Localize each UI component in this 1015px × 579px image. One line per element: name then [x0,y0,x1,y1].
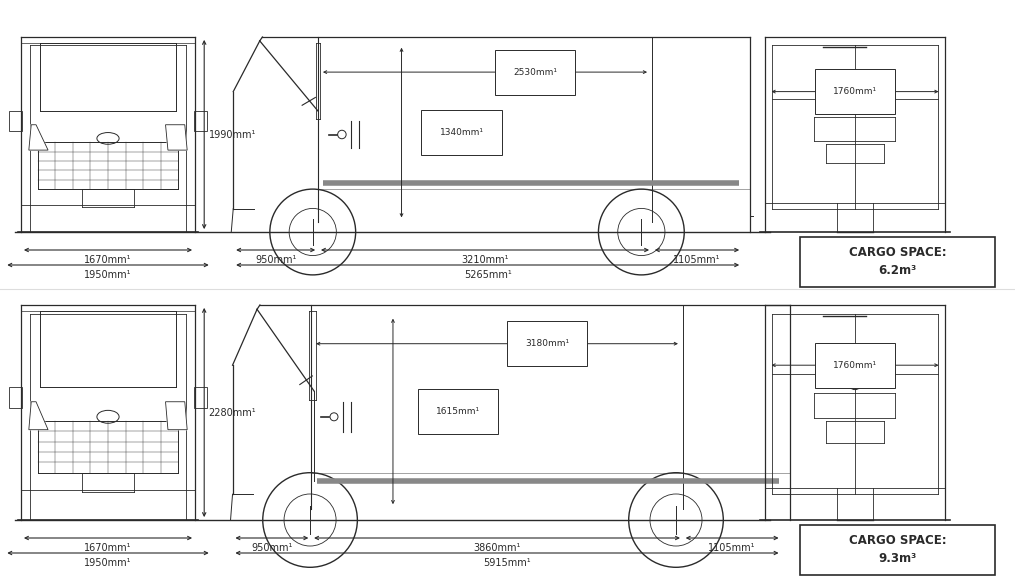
Text: CARGO SPACE:: CARGO SPACE: [849,534,946,548]
Text: 1950mm¹: 1950mm¹ [84,558,132,568]
Text: 1990mm¹: 1990mm¹ [208,130,256,140]
Text: 1340mm¹: 1340mm¹ [439,128,483,137]
Text: 950mm¹: 950mm¹ [255,255,296,265]
Text: 5265mm¹: 5265mm¹ [464,270,512,280]
Text: 3860mm¹: 3860mm¹ [473,543,521,553]
Text: 1950mm¹: 1950mm¹ [84,270,132,280]
Text: 1105mm¹: 1105mm¹ [673,255,721,265]
Bar [9,387,22,408]
Text: 6.2m³: 6.2m³ [878,265,917,277]
Text: 1760mm¹: 1760mm¹ [833,361,877,370]
Bar [9,111,22,131]
Text: 1105mm¹: 1105mm¹ [708,543,756,553]
Text: 1670mm¹: 1670mm¹ [84,255,132,265]
Bar [194,387,207,408]
Bar [800,525,995,575]
Text: 1615mm¹: 1615mm¹ [435,407,480,416]
Text: 1760mm¹: 1760mm¹ [833,87,877,96]
Text: 1670mm¹: 1670mm¹ [84,543,132,553]
Text: 950mm¹: 950mm¹ [251,543,292,553]
Polygon shape [165,124,187,150]
Polygon shape [28,124,48,150]
Text: 2280mm¹: 2280mm¹ [208,408,256,417]
Text: 3180mm¹: 3180mm¹ [525,339,569,348]
Text: 9.3m³: 9.3m³ [878,552,917,566]
Polygon shape [165,402,187,430]
Polygon shape [28,402,48,430]
Bar [800,237,995,287]
Text: 2530mm¹: 2530mm¹ [513,68,557,76]
Text: 5915mm¹: 5915mm¹ [483,558,531,568]
Bar [194,111,207,131]
Text: 3210mm¹: 3210mm¹ [461,255,509,265]
Text: CARGO SPACE:: CARGO SPACE: [849,247,946,259]
